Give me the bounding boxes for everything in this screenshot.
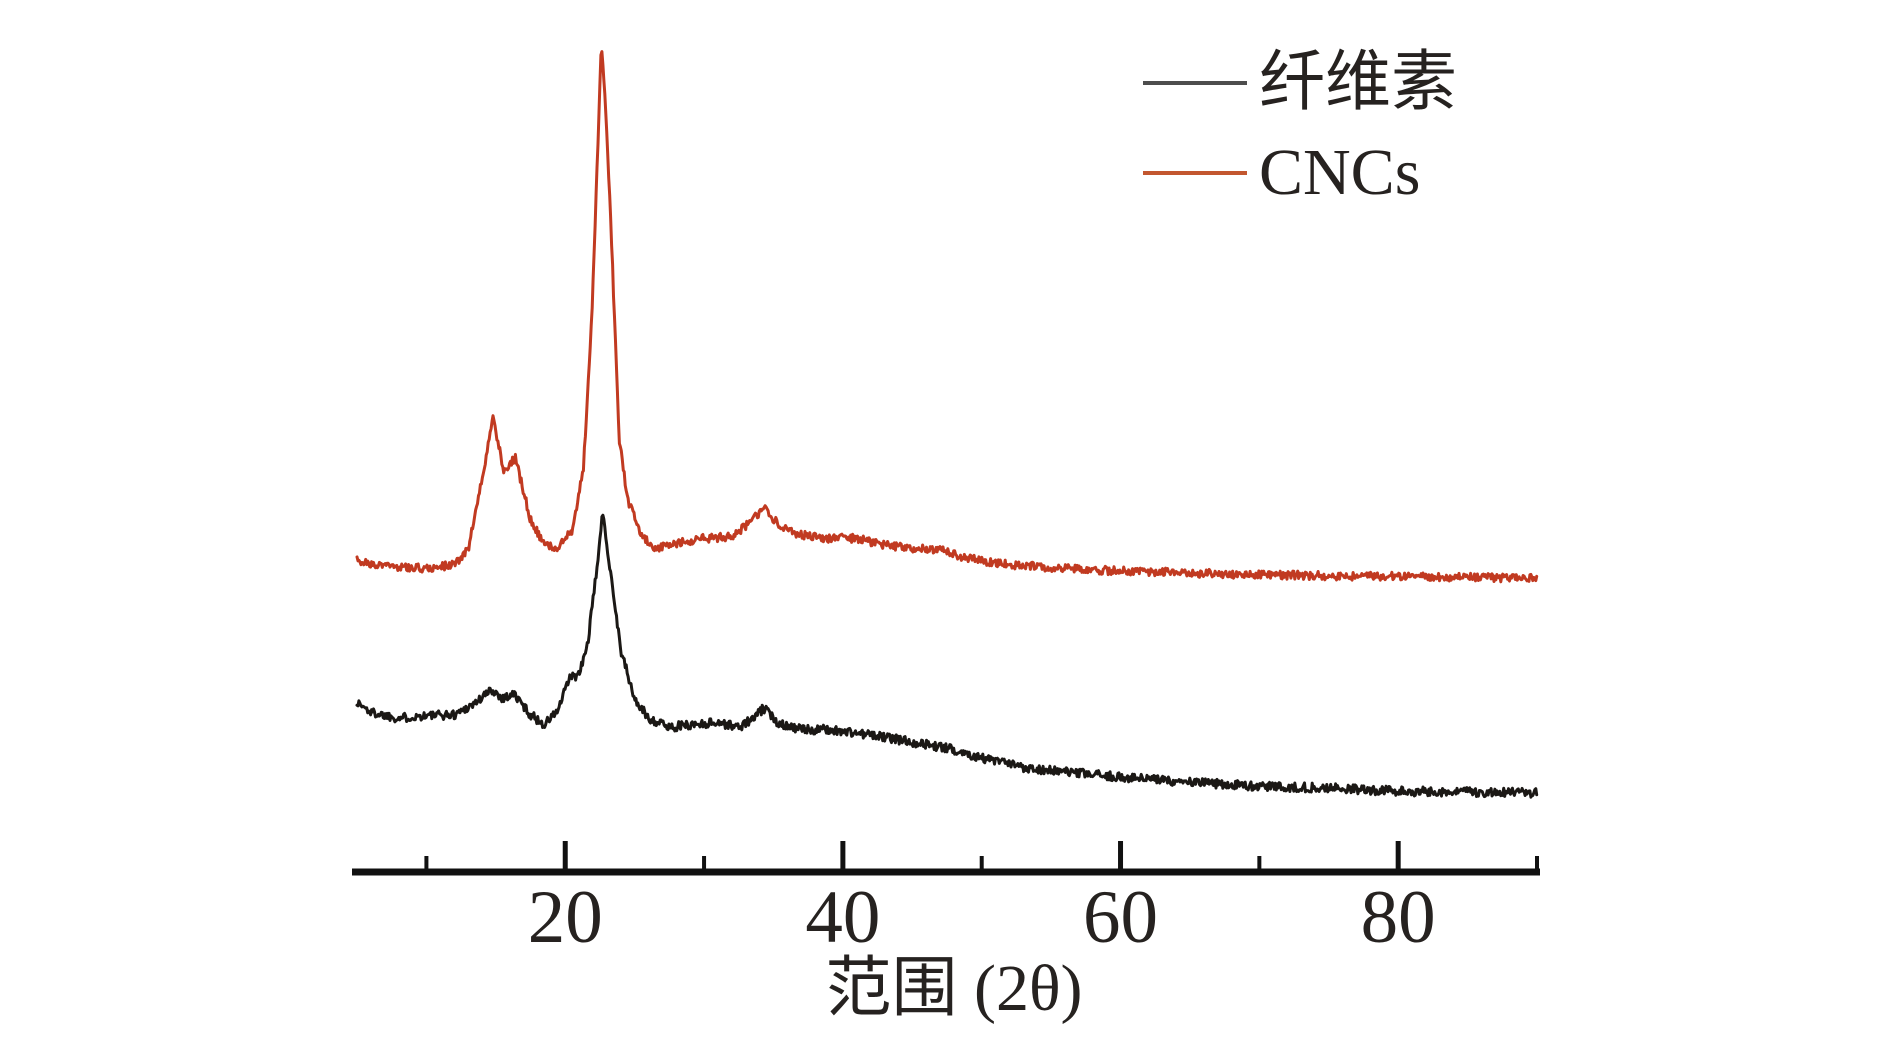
x-axis-title: 范围 (2θ) [825,952,1083,1025]
legend-item-cellulose: 纤维素 [1143,38,1457,128]
series-line-cncs [355,50,1539,584]
legend-label-cellulose: 纤维素 [1259,46,1457,119]
legend-label-cncs: CNCs [1259,136,1421,209]
series-line-cellulose [355,513,1539,799]
legend: 纤维素 CNCs [1143,38,1457,218]
legend-line-sample-cncs [1143,171,1247,175]
legend-line-sample-cellulose [1143,81,1247,85]
legend-item-cncs: CNCs [1143,128,1457,218]
